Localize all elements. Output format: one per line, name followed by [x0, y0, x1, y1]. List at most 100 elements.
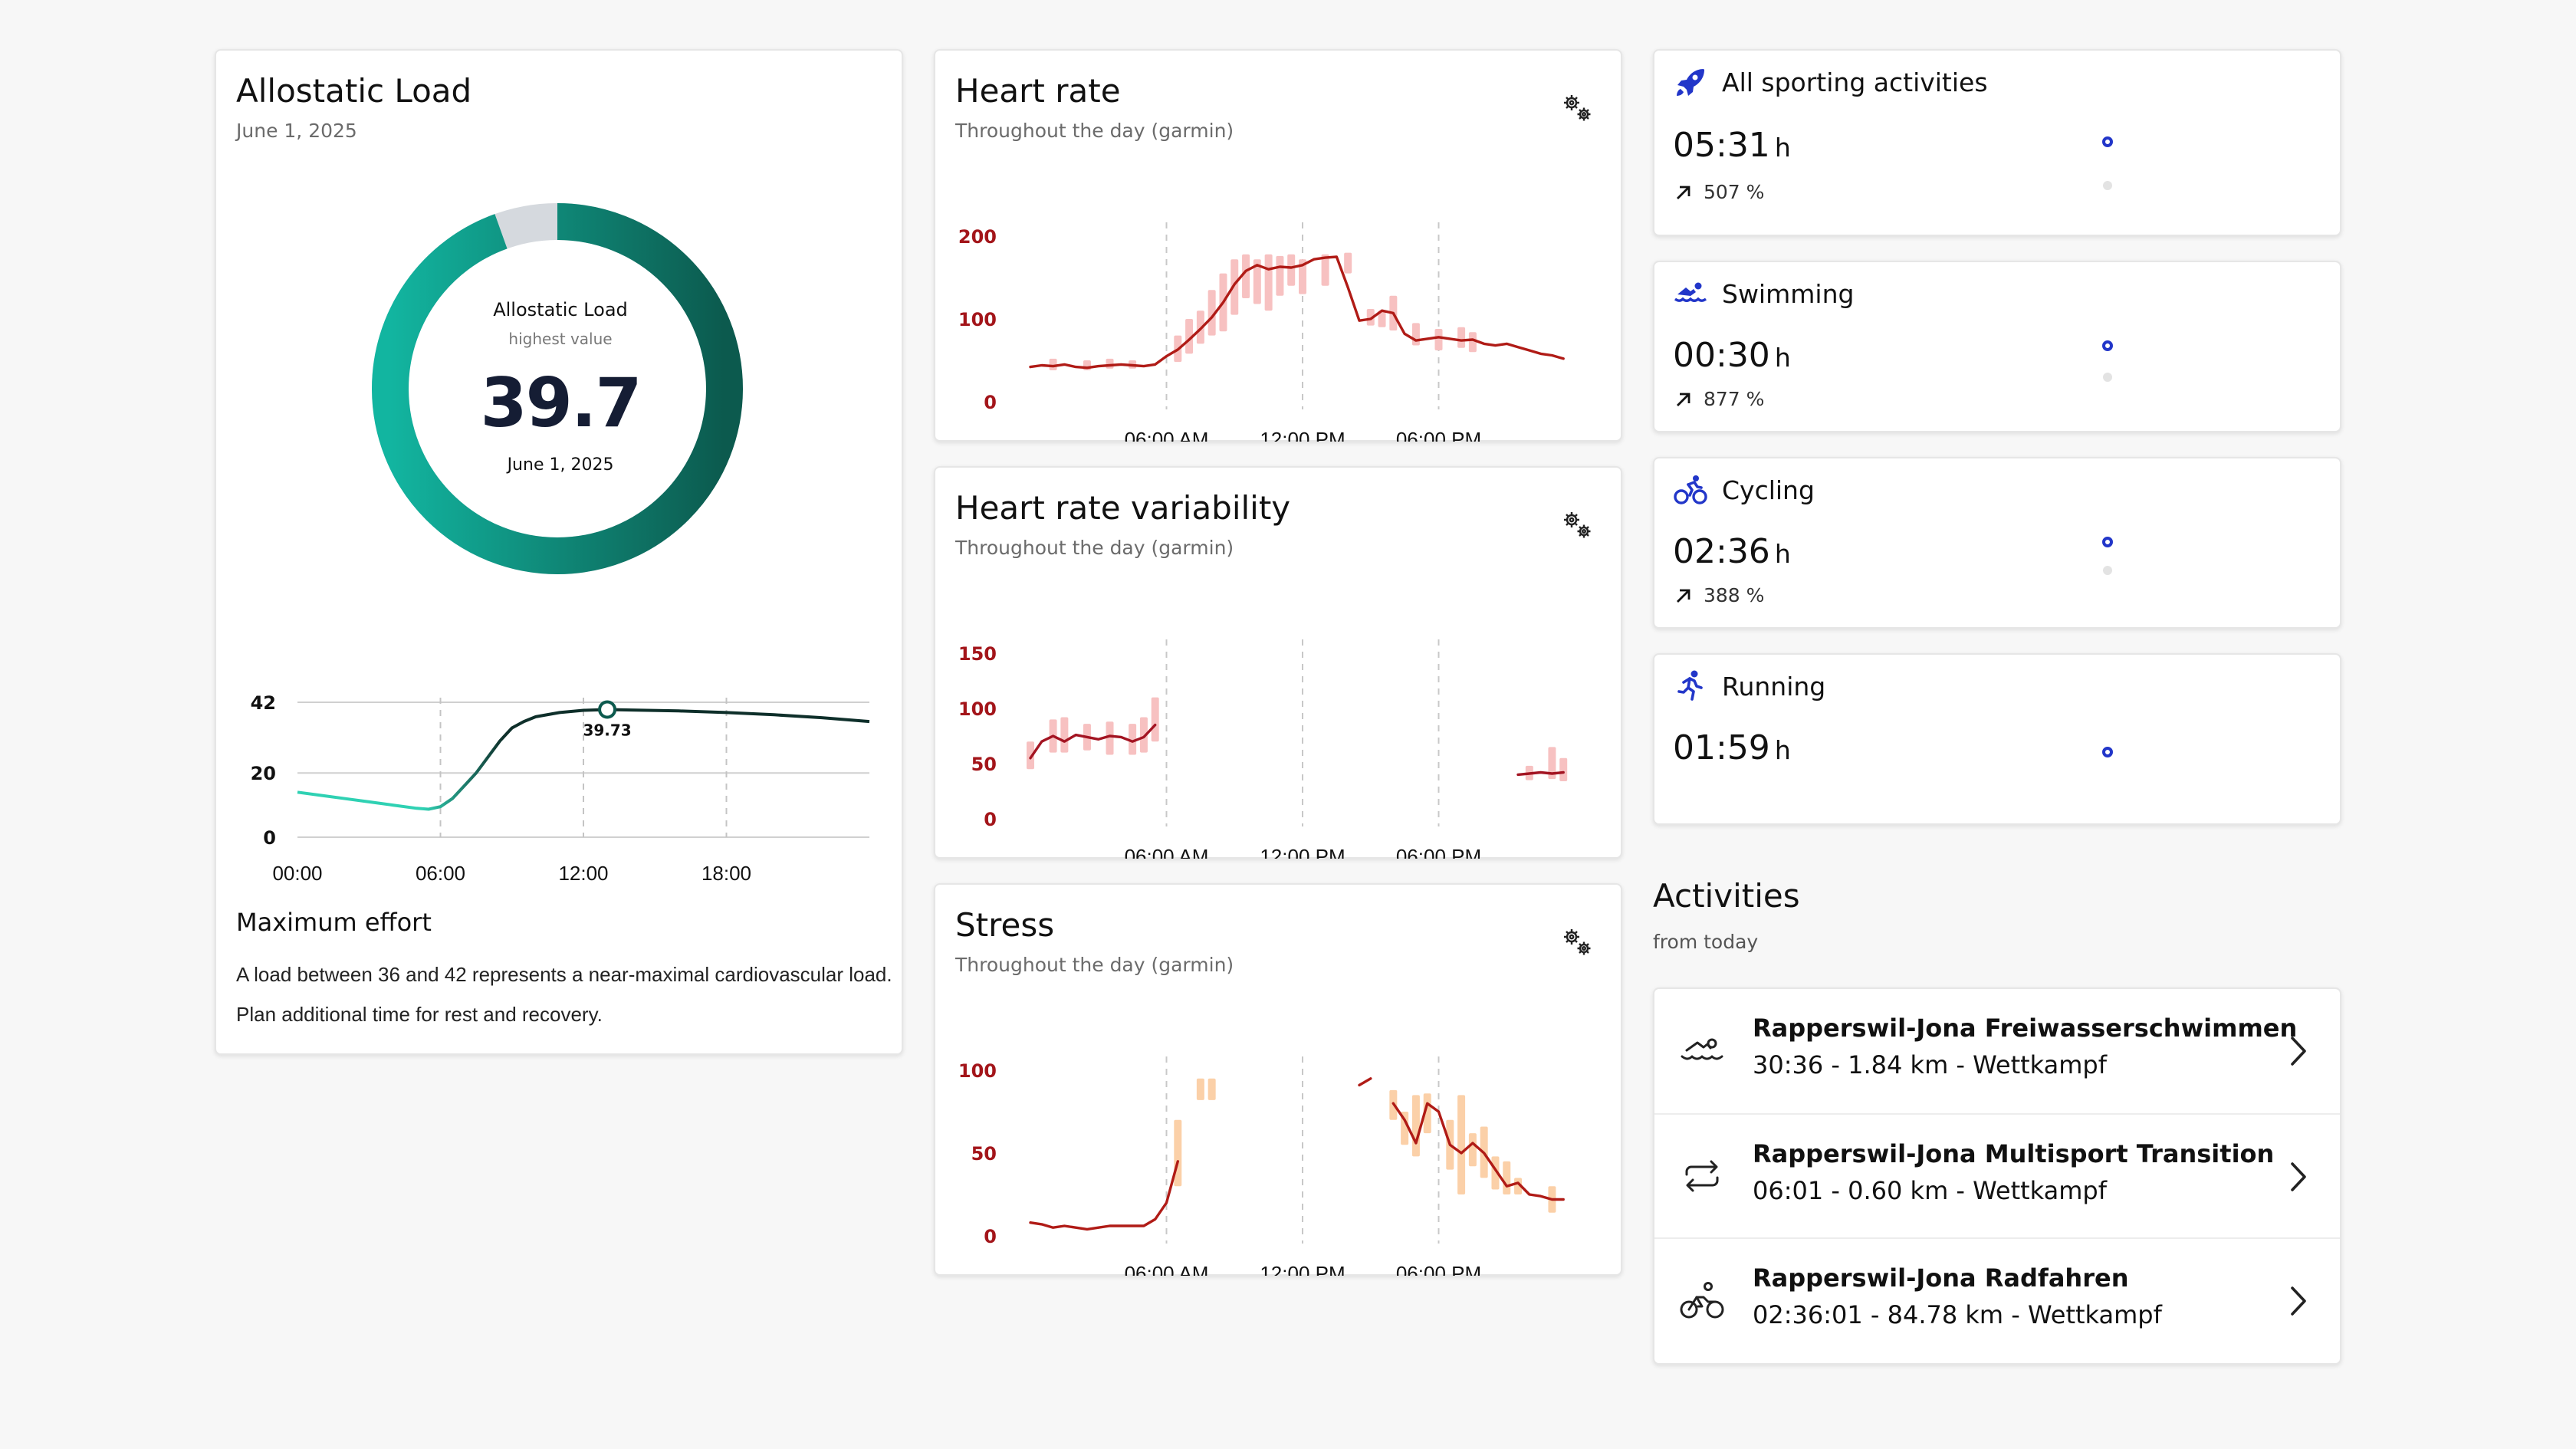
sport-name: Running — [1722, 672, 1825, 702]
x-tick-label: 12:00 PM — [1260, 1262, 1345, 1276]
y-tick-label: 150 — [958, 643, 997, 665]
cyclist-icon — [1673, 472, 1708, 508]
sport-trend: 877 % — [1673, 388, 1764, 410]
transition-icon — [1677, 1152, 1727, 1201]
range-bar — [1469, 332, 1477, 352]
x-tick-label: 00:00 — [272, 862, 322, 885]
x-tick-label: 12:00 PM — [1260, 428, 1345, 442]
y-tick-label: 200 — [958, 226, 997, 248]
allostatic-load-card: Allostatic Load June 1, 2025 Allostatic … — [215, 49, 903, 1055]
sport-duration: 05:31 h — [1673, 126, 1791, 165]
y-tick-label: 100 — [958, 309, 997, 330]
activity-row[interactable]: Rapperswil-Jona Freiwasserschwimmen 30:3… — [1654, 989, 2340, 1113]
range-bar — [1106, 359, 1114, 369]
sparkline-marker — [2102, 340, 2113, 351]
x-tick-label: 06:00 PM — [1396, 845, 1481, 859]
activity-row[interactable]: Rapperswil-Jona Radfahren 02:36:01 - 84.… — [1654, 1237, 2340, 1362]
range-bar — [1412, 323, 1420, 345]
sport-card-running[interactable]: Running 01:59 h — [1653, 653, 2341, 825]
sport-duration: 02:36 h — [1673, 532, 1791, 571]
allostatic-title: Allostatic Load — [236, 72, 472, 110]
sparkline-marker — [2102, 136, 2113, 147]
chevron-right-icon[interactable] — [2288, 1283, 2309, 1319]
sparkline-baseline-dot — [2103, 373, 2112, 382]
sport-trend: 388 % — [1673, 584, 1764, 606]
allostatic-date: June 1, 2025 — [236, 120, 357, 142]
peak-marker — [600, 702, 615, 718]
hrv-subtitle: Throughout the day (garmin) — [955, 537, 1234, 559]
swimmer-icon — [1673, 276, 1708, 311]
x-tick-label: 06:00 AM — [1125, 845, 1209, 859]
y-tick-label: 20 — [251, 763, 276, 784]
allostatic-value: 39.7 — [216, 363, 905, 442]
x-tick-label: 18:00 — [702, 862, 751, 885]
arrow-up-right-icon — [1673, 182, 1694, 203]
range-bar — [1469, 1133, 1477, 1166]
activity-row[interactable]: Rapperswil-Jona Multisport Transition 06… — [1654, 1113, 2340, 1237]
sport-duration: 01:59 h — [1673, 728, 1791, 767]
swim-icon — [1677, 1026, 1727, 1075]
y-tick-label: 0 — [263, 827, 276, 849]
chevron-right-icon[interactable] — [2288, 1159, 2309, 1194]
x-tick-label: 06:00 — [416, 862, 465, 885]
stress-chart: 06:00 AM 12:00 PM 06:00 PM 0 50 100 — [935, 1000, 1624, 1276]
y-tick-label: 0 — [984, 809, 997, 830]
y-tick-label: 42 — [251, 692, 276, 714]
settings-gears-icon[interactable] — [1559, 925, 1595, 960]
hrv-card: Heart rate variability Throughout the da… — [934, 466, 1622, 859]
sport-name: Cycling — [1722, 475, 1815, 505]
series-line — [1030, 725, 1155, 758]
stress-card: Stress Throughout the day (garmin) 06:00… — [934, 883, 1622, 1276]
y-tick-label: 50 — [971, 754, 997, 775]
donut-label: Allostatic Load — [216, 299, 905, 320]
stress-title: Stress — [955, 906, 1054, 944]
peak-label: 39.73 — [583, 721, 631, 740]
chevron-right-icon[interactable] — [2288, 1033, 2309, 1069]
range-bar — [1412, 1095, 1420, 1156]
range-bar — [1287, 255, 1295, 286]
series-line — [1359, 1079, 1371, 1086]
activity-name: Rapperswil-Jona Multisport Transition — [1753, 1139, 2274, 1168]
range-bar — [1242, 255, 1250, 298]
arrow-up-right-icon — [1673, 585, 1694, 606]
series-line — [1518, 773, 1563, 775]
activity-meta: 06:01 - 0.60 km - Wettkampf — [1753, 1176, 2107, 1205]
sport-name: Swimming — [1722, 279, 1854, 309]
x-tick-label: 06:00 PM — [1396, 1262, 1481, 1276]
range-bar — [1197, 1079, 1204, 1100]
rocket-icon — [1673, 64, 1708, 100]
x-tick-label: 06:00 PM — [1396, 428, 1481, 442]
effort-text-line-2: Plan additional time for rest and recove… — [236, 1003, 603, 1027]
sport-name: All sporting activities — [1722, 67, 1988, 97]
series-line — [1030, 257, 1563, 368]
hrv-chart: 06:00 AM 12:00 PM 06:00 PM 0 50 100 150 — [935, 583, 1624, 859]
effort-text-line-1: A load between 36 and 42 represents a ne… — [236, 963, 892, 987]
donut-sublabel: highest value — [216, 330, 905, 348]
stress-subtitle: Throughout the day (garmin) — [955, 954, 1234, 976]
heart-rate-chart: 06:00 AM 12:00 PM 06:00 PM0100200 — [935, 166, 1624, 442]
activity-meta: 02:36:01 - 84.78 km - Wettkampf — [1753, 1300, 2162, 1329]
y-tick-label: 100 — [958, 1060, 997, 1082]
x-tick-label: 06:00 AM — [1125, 1262, 1209, 1276]
settings-gears-icon[interactable] — [1559, 90, 1595, 126]
sport-card-swimming[interactable]: Swimming 00:30 h 877 % — [1653, 261, 2341, 432]
activities-subtitle: from today — [1653, 931, 1758, 953]
sparkline-marker — [2102, 537, 2113, 547]
bike-icon — [1677, 1276, 1727, 1325]
settings-gears-icon[interactable] — [1559, 508, 1595, 543]
range-bar — [1559, 758, 1567, 781]
y-tick-label: 0 — [984, 392, 997, 413]
activity-name: Rapperswil-Jona Radfahren — [1753, 1263, 2128, 1293]
sport-card-all[interactable]: All sporting activities 05:31 h 507 % — [1653, 49, 2341, 236]
y-tick-label: 100 — [958, 698, 997, 720]
x-tick-label: 12:00 PM — [1260, 845, 1345, 859]
range-bar — [1457, 327, 1465, 348]
y-tick-label: 50 — [971, 1143, 997, 1165]
range-bar — [1174, 1120, 1181, 1186]
sparkline-baseline-dot — [2103, 181, 2112, 190]
sport-card-cycling[interactable]: Cycling 02:36 h 388 % — [1653, 457, 2341, 629]
range-bar — [1457, 1095, 1465, 1194]
range-bar — [1344, 253, 1352, 274]
series-line — [1030, 1162, 1178, 1230]
range-bar — [1276, 256, 1283, 296]
